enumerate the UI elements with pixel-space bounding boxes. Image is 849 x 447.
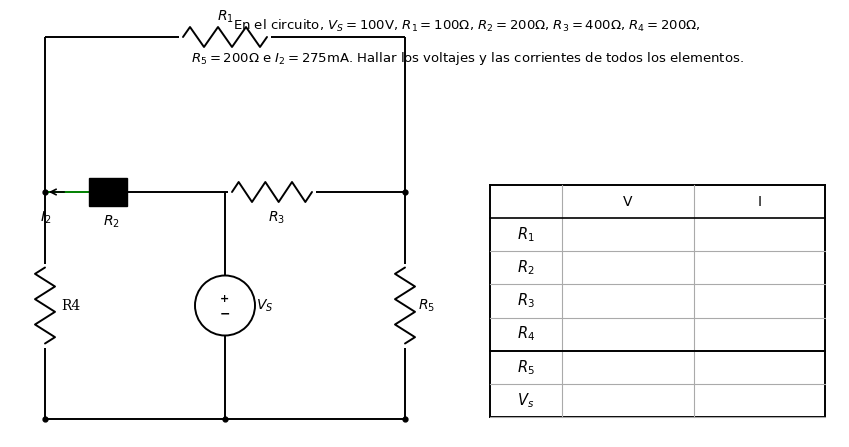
Text: +: +: [221, 295, 229, 304]
Text: I: I: [757, 194, 762, 209]
Text: R4: R4: [61, 299, 81, 312]
Text: V: V: [623, 194, 633, 209]
Text: En el circuito, $V_S = 100$V, $R_1 = 100\Omega$, $R_2 = 200\Omega$, $R_3 = 400\O: En el circuito, $V_S = 100$V, $R_1 = 100…: [233, 18, 700, 34]
Text: $R_5$: $R_5$: [517, 358, 535, 377]
Text: $I_2$: $I_2$: [41, 210, 52, 226]
Text: $R_3$: $R_3$: [517, 291, 535, 310]
Text: $V_S$: $V_S$: [256, 297, 273, 314]
Bar: [89, 178, 127, 206]
Text: $R_5 = 200\Omega$ e $I_2 = 275$mA. Hallar los voltajes y las corrientes de todos: $R_5 = 200\Omega$ e $I_2 = 275$mA. Halla…: [190, 50, 744, 67]
Text: $R_4$: $R_4$: [517, 325, 535, 343]
Text: −: −: [220, 308, 230, 321]
Text: $R_1$: $R_1$: [216, 9, 233, 25]
Text: $R_5$: $R_5$: [419, 297, 436, 314]
Text: $R_2$: $R_2$: [103, 214, 120, 230]
Text: $V_s$: $V_s$: [517, 391, 535, 410]
Text: $R_3$: $R_3$: [268, 210, 285, 226]
Text: $R_1$: $R_1$: [517, 225, 535, 244]
Text: $R_2$: $R_2$: [517, 258, 535, 277]
